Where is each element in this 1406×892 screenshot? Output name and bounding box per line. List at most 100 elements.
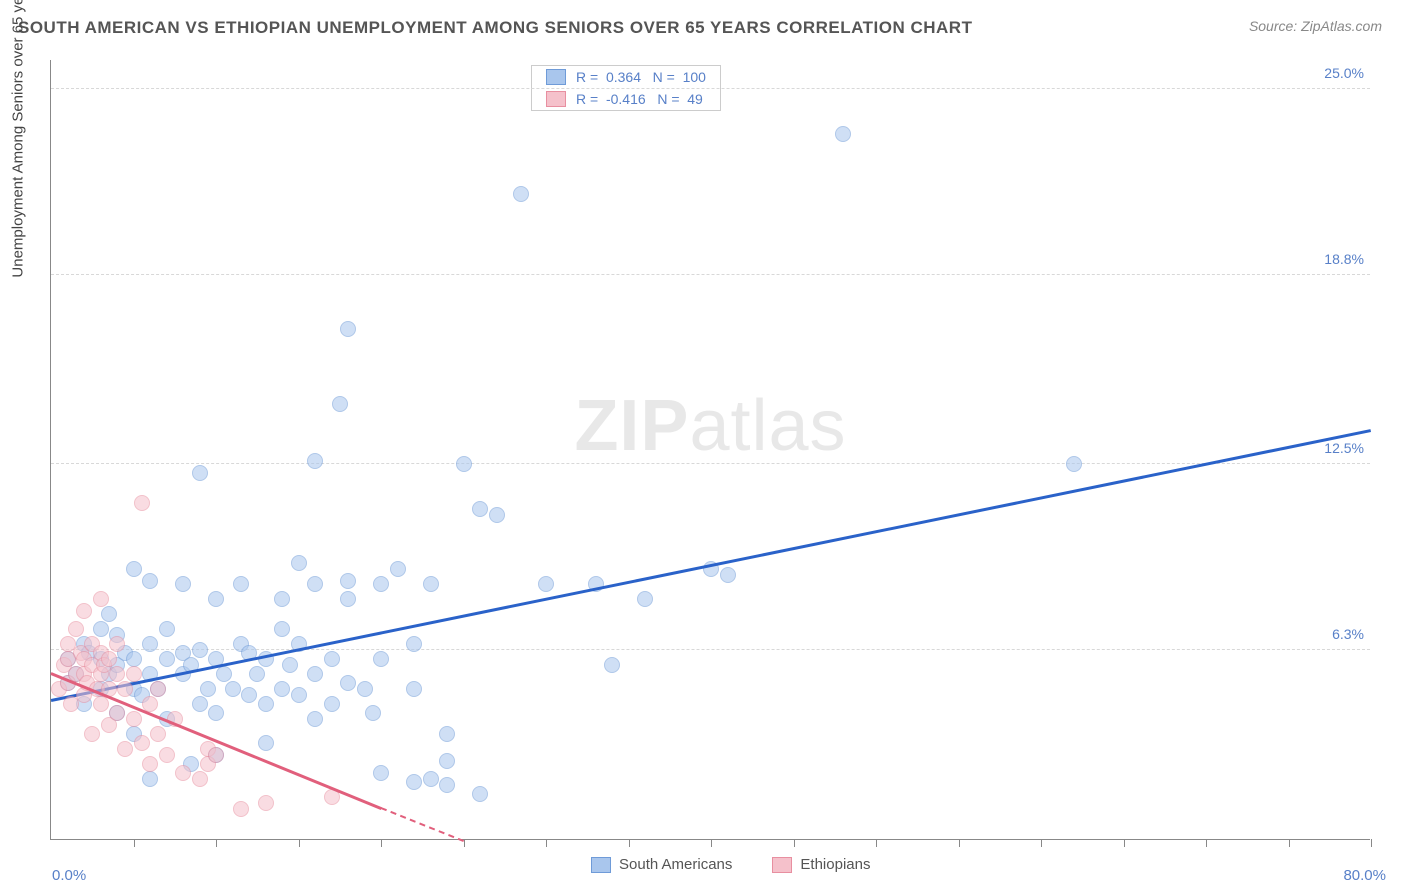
data-point	[159, 651, 175, 667]
data-point	[258, 735, 274, 751]
data-point	[258, 696, 274, 712]
data-point	[159, 621, 175, 637]
data-point	[406, 636, 422, 652]
data-point	[604, 657, 620, 673]
data-point	[101, 651, 117, 667]
data-point	[332, 396, 348, 412]
data-point	[192, 771, 208, 787]
data-point	[134, 735, 150, 751]
plot-area: ZIPatlas R = 0.364 N = 100 R = -0.416 N =…	[50, 60, 1370, 840]
data-point	[274, 681, 290, 697]
source-label: Source: ZipAtlas.com	[1249, 18, 1382, 34]
legend-stats: R = 0.364 N = 100	[576, 69, 706, 85]
data-point	[538, 576, 554, 592]
x-tick	[794, 839, 795, 847]
legend-row: R = 0.364 N = 100	[532, 66, 720, 88]
x-tick	[629, 839, 630, 847]
x-tick	[1289, 839, 1290, 847]
y-tick-label: 25.0%	[1324, 65, 1364, 81]
data-point	[150, 726, 166, 742]
data-point	[835, 126, 851, 142]
data-point	[423, 771, 439, 787]
data-point	[307, 453, 323, 469]
chart-title: SOUTH AMERICAN VS ETHIOPIAN UNEMPLOYMENT…	[18, 18, 972, 38]
data-point	[142, 636, 158, 652]
data-point	[225, 681, 241, 697]
data-point	[373, 576, 389, 592]
data-point	[439, 726, 455, 742]
legend-item: Ethiopians	[772, 856, 870, 873]
data-point	[373, 651, 389, 667]
data-point	[150, 681, 166, 697]
data-point	[109, 636, 125, 652]
x-tick	[134, 839, 135, 847]
data-point	[208, 705, 224, 721]
gridline	[51, 88, 1370, 89]
data-point	[117, 741, 133, 757]
data-point	[126, 666, 142, 682]
data-point	[126, 651, 142, 667]
x-tick	[876, 839, 877, 847]
x-tick	[1041, 839, 1042, 847]
x-tick	[299, 839, 300, 847]
data-point	[365, 705, 381, 721]
data-point	[93, 591, 109, 607]
y-tick-label: 18.8%	[1324, 251, 1364, 267]
data-point	[233, 801, 249, 817]
data-point	[258, 795, 274, 811]
data-point	[142, 756, 158, 772]
data-point	[340, 573, 356, 589]
data-point	[373, 765, 389, 781]
legend-swatch	[591, 857, 611, 873]
data-point	[324, 696, 340, 712]
legend-stats: R = -0.416 N = 49	[576, 91, 703, 107]
x-tick	[959, 839, 960, 847]
legend-row: R = -0.416 N = 49	[532, 88, 720, 110]
data-point	[307, 666, 323, 682]
x-tick	[1124, 839, 1125, 847]
x-tick	[216, 839, 217, 847]
data-point	[126, 561, 142, 577]
data-point	[406, 681, 422, 697]
gridline	[51, 463, 1370, 464]
data-point	[134, 495, 150, 511]
y-tick-label: 12.5%	[1324, 440, 1364, 456]
data-point	[175, 576, 191, 592]
data-point	[472, 501, 488, 517]
data-point	[282, 657, 298, 673]
data-point	[233, 576, 249, 592]
y-axis-title: Unemployment Among Seniors over 65 years	[10, 0, 27, 278]
data-point	[68, 621, 84, 637]
x-axis-start-label: 0.0%	[52, 867, 86, 884]
data-point	[439, 777, 455, 793]
data-point	[274, 621, 290, 637]
x-tick	[381, 839, 382, 847]
data-point	[324, 651, 340, 667]
legend-item: South Americans	[591, 856, 732, 873]
data-point	[307, 711, 323, 727]
trend-line	[51, 672, 382, 809]
data-point	[406, 774, 422, 790]
data-point	[200, 681, 216, 697]
data-point	[142, 771, 158, 787]
legend-swatch	[546, 69, 566, 85]
data-point	[720, 567, 736, 583]
data-point	[117, 681, 133, 697]
y-tick-label: 6.3%	[1332, 626, 1364, 642]
data-point	[192, 696, 208, 712]
trend-line	[51, 429, 1371, 701]
x-tick	[711, 839, 712, 847]
data-point	[101, 606, 117, 622]
data-point	[357, 681, 373, 697]
x-axis-end-label: 80.0%	[1343, 867, 1386, 884]
data-point	[109, 705, 125, 721]
legend-series: South Americans Ethiopians	[591, 856, 870, 873]
data-point	[637, 591, 653, 607]
data-point	[93, 621, 109, 637]
data-point	[192, 465, 208, 481]
trend-line-dashed	[381, 807, 464, 842]
data-point	[390, 561, 406, 577]
watermark: ZIPatlas	[574, 385, 846, 467]
data-point	[126, 711, 142, 727]
data-point	[489, 507, 505, 523]
